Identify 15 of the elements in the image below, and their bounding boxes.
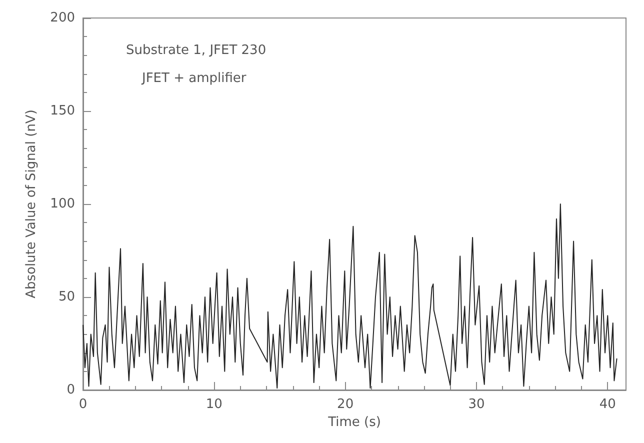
annotation: Substrate 1, JFET 230 (126, 43, 266, 58)
x-axis-title: Time (s) (327, 414, 381, 430)
x-tick-label: 20 (337, 397, 354, 412)
y-tick-label: 150 (50, 104, 75, 118)
y-tick-label: 100 (50, 196, 75, 212)
y-tick-label: 0 (66, 382, 75, 398)
line-series (82, 204, 618, 389)
annotation: JFET + amplifier (141, 71, 247, 86)
y-axis-title: Absolute Value of Signal (nV) (24, 110, 39, 298)
y-tick-label: 50 (58, 290, 75, 304)
x-tick-label: 10 (206, 397, 222, 412)
x-tick-label: 40 (599, 397, 616, 412)
y-tick-label: 200 (50, 10, 75, 26)
x-tick-label: 30 (468, 397, 485, 412)
x-tick-label: 0 (78, 397, 88, 412)
